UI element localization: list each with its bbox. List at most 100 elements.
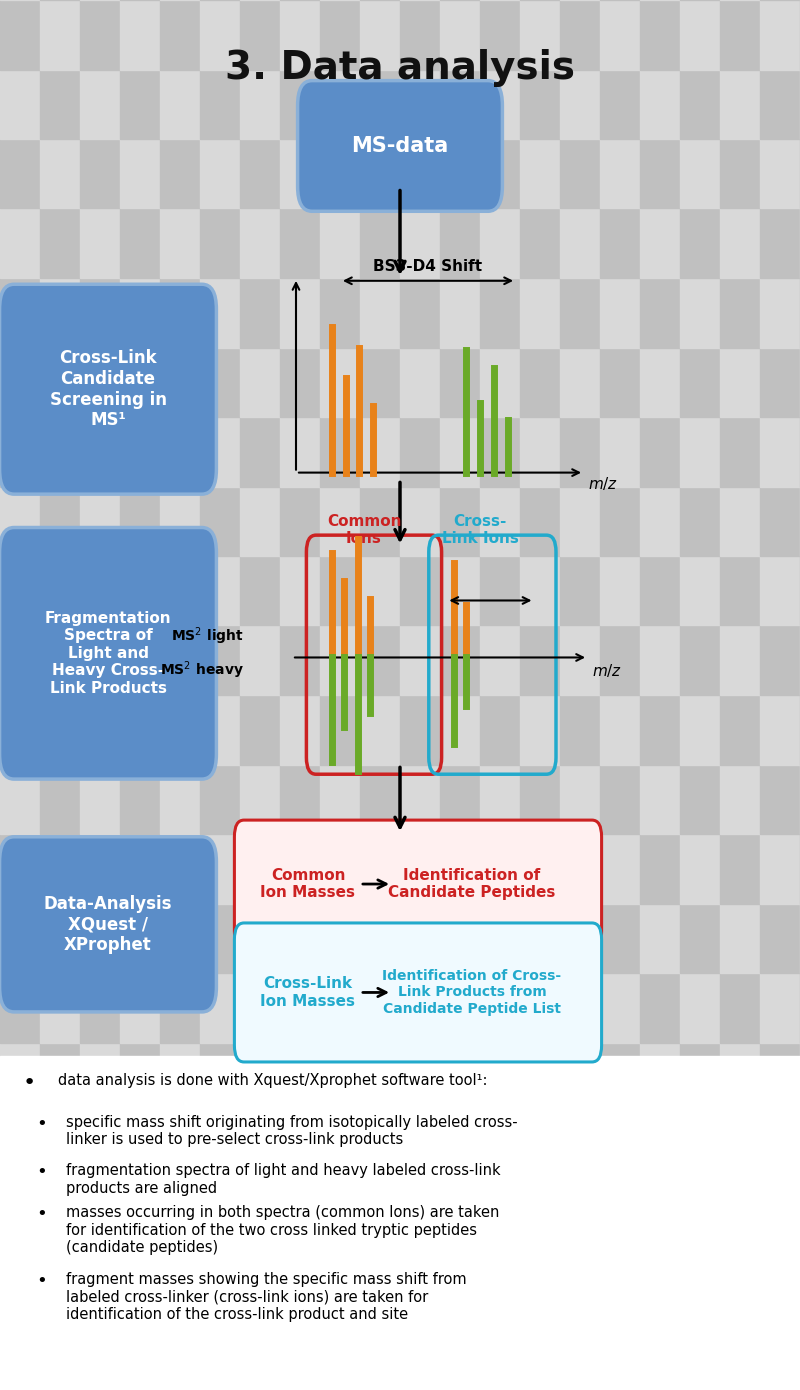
Bar (360, 139, 400, 208)
Bar (80, 417, 120, 486)
Bar (440, 904, 480, 973)
Bar (640, 973, 680, 1042)
Bar (760, 1112, 800, 1182)
Bar (640, 278, 680, 348)
Bar (320, 1251, 360, 1320)
Bar (280, 765, 320, 834)
Bar (480, 70, 520, 139)
Bar (80, 1182, 120, 1251)
Bar (760, 208, 800, 278)
Bar (120, 973, 160, 1042)
Bar (160, 0, 200, 70)
Bar (720, 0, 760, 70)
Bar (600, 765, 640, 834)
Bar (600, 486, 640, 556)
Bar (40, 626, 80, 695)
Text: Cross-Link
Ion Masses: Cross-Link Ion Masses (261, 976, 355, 1009)
Bar (40, 1112, 80, 1182)
Bar (720, 486, 760, 556)
Bar (440, 1251, 480, 1320)
Bar (280, 1112, 320, 1182)
Bar (320, 0, 360, 70)
Bar (440, 70, 480, 139)
Bar (200, 834, 240, 904)
Bar (640, 1251, 680, 1320)
Bar (280, 348, 320, 417)
Bar (80, 1112, 120, 1182)
Bar (440, 765, 480, 834)
Bar (440, 973, 480, 1042)
Bar (40, 0, 80, 70)
Bar (520, 70, 560, 139)
Bar (80, 139, 120, 208)
Bar (600, 348, 640, 417)
Bar (520, 765, 560, 834)
Bar (200, 70, 240, 139)
Text: fragment masses showing the specific mass shift from
labeled cross-linker (cross: fragment masses showing the specific mas… (66, 1272, 466, 1322)
Bar (400, 348, 440, 417)
Bar (760, 0, 800, 70)
Bar (720, 973, 760, 1042)
Bar (440, 1042, 480, 1112)
Bar (680, 626, 720, 695)
Text: Cross-
Link Ions: Cross- Link Ions (442, 514, 518, 546)
Bar (560, 765, 600, 834)
Bar (720, 139, 760, 208)
Bar (0, 626, 40, 695)
Text: •: • (36, 1115, 46, 1133)
Bar (200, 1112, 240, 1182)
Bar (440, 626, 480, 695)
Bar (520, 695, 560, 764)
Bar (160, 904, 200, 973)
Bar (360, 1042, 400, 1112)
Bar (680, 0, 720, 70)
Bar (640, 834, 680, 904)
Bar (0, 1320, 40, 1390)
Bar (80, 486, 120, 556)
Text: fragmentation spectra of light and heavy labeled cross-link
products are aligned: fragmentation spectra of light and heavy… (66, 1163, 500, 1195)
Bar (200, 417, 240, 486)
Bar (520, 626, 560, 695)
Bar (120, 417, 160, 486)
Bar (40, 1182, 80, 1251)
Bar (160, 834, 200, 904)
Bar (480, 695, 520, 764)
Bar (480, 348, 520, 417)
Bar (0, 417, 40, 486)
Bar (680, 1112, 720, 1182)
Bar (40, 70, 80, 139)
FancyBboxPatch shape (0, 285, 216, 495)
Bar (240, 1320, 280, 1390)
Bar (640, 1112, 680, 1182)
Bar (480, 486, 520, 556)
Bar (400, 973, 440, 1042)
Bar (600, 278, 640, 348)
Bar (40, 973, 80, 1042)
Bar (200, 626, 240, 695)
Bar (280, 0, 320, 70)
Bar (200, 0, 240, 70)
Bar (120, 626, 160, 695)
Bar (0, 765, 40, 834)
Bar (360, 556, 400, 626)
Bar (720, 1112, 760, 1182)
Bar (560, 695, 600, 764)
Bar (760, 1182, 800, 1251)
Bar (720, 1320, 760, 1390)
Bar (760, 417, 800, 486)
Bar (480, 0, 520, 70)
FancyBboxPatch shape (234, 820, 602, 948)
Bar (600, 695, 640, 764)
Bar (640, 626, 680, 695)
Bar (760, 278, 800, 348)
Bar (0, 0, 40, 70)
Bar (440, 1112, 480, 1182)
Bar (200, 208, 240, 278)
Bar (360, 904, 400, 973)
Bar (320, 904, 360, 973)
Bar (400, 208, 440, 278)
Bar (640, 208, 680, 278)
Bar (400, 1320, 440, 1390)
Bar (520, 0, 560, 70)
Bar (160, 208, 200, 278)
